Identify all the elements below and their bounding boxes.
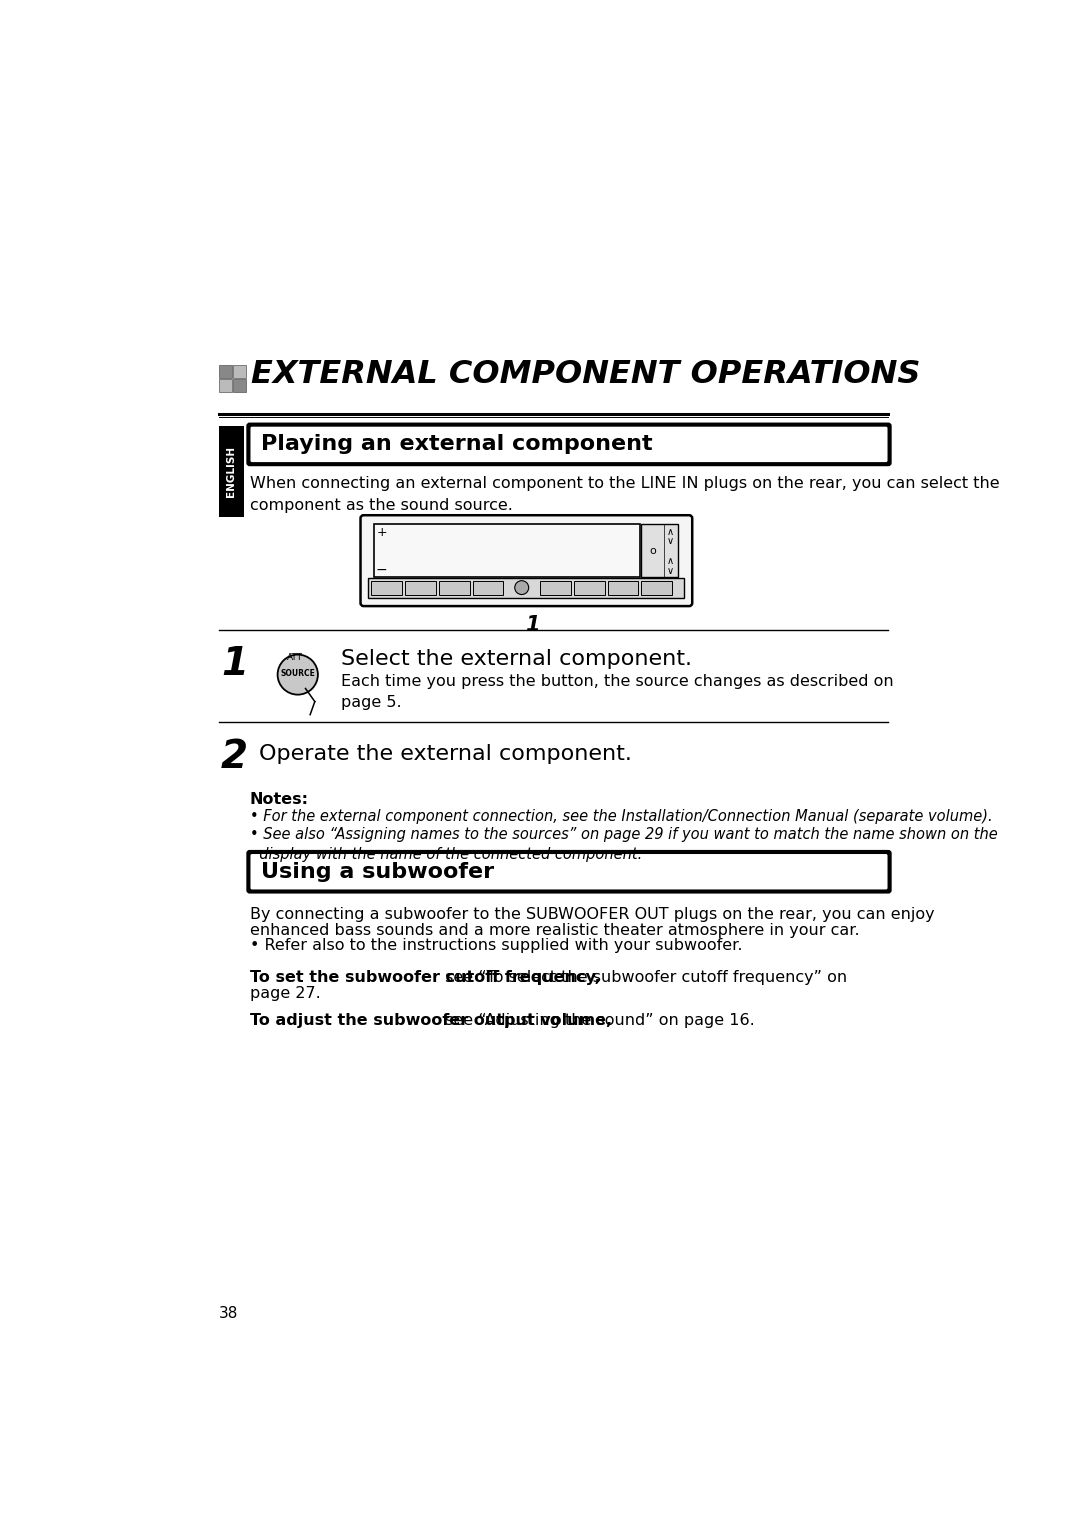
Text: EXTERNAL COMPONENT OPERATIONS: EXTERNAL COMPONENT OPERATIONS bbox=[252, 359, 920, 391]
Text: Select the external component.: Select the external component. bbox=[341, 649, 692, 669]
Text: o: o bbox=[649, 545, 656, 556]
Bar bbox=[368, 578, 685, 597]
Bar bbox=[372, 581, 402, 594]
Text: 1: 1 bbox=[221, 645, 248, 683]
Text: Operate the external component.: Operate the external component. bbox=[259, 744, 632, 764]
Text: +: + bbox=[376, 527, 387, 539]
Bar bbox=[218, 426, 243, 516]
Bar bbox=[540, 581, 571, 594]
Text: 1: 1 bbox=[525, 614, 540, 634]
Circle shape bbox=[515, 581, 529, 594]
Text: To adjust the subwoofer output volume,: To adjust the subwoofer output volume, bbox=[249, 1013, 612, 1028]
Text: 2: 2 bbox=[221, 738, 248, 776]
Text: −: − bbox=[376, 562, 388, 578]
FancyBboxPatch shape bbox=[247, 423, 891, 465]
Text: ∨: ∨ bbox=[667, 536, 674, 547]
Text: ENGLISH: ENGLISH bbox=[226, 446, 237, 497]
FancyBboxPatch shape bbox=[247, 851, 891, 892]
Bar bbox=[232, 379, 246, 393]
Bar bbox=[642, 524, 678, 578]
Bar bbox=[642, 581, 672, 594]
Bar bbox=[438, 581, 470, 594]
FancyBboxPatch shape bbox=[251, 854, 888, 889]
Text: Notes:: Notes: bbox=[249, 792, 309, 807]
Circle shape bbox=[278, 654, 318, 695]
Text: • Refer also to the instructions supplied with your subwoofer.: • Refer also to the instructions supplie… bbox=[249, 938, 742, 953]
FancyBboxPatch shape bbox=[361, 515, 692, 607]
Text: Playing an external component: Playing an external component bbox=[260, 434, 652, 454]
Text: ATT: ATT bbox=[287, 652, 302, 662]
Bar bbox=[608, 581, 638, 594]
Text: see “Adjusting the sound” on page 16.: see “Adjusting the sound” on page 16. bbox=[440, 1013, 755, 1028]
Text: SOURCE: SOURCE bbox=[281, 669, 315, 677]
Bar bbox=[232, 365, 246, 377]
Text: page 27.: page 27. bbox=[249, 986, 321, 1001]
Text: ∨: ∨ bbox=[667, 565, 674, 576]
Text: Using a subwoofer: Using a subwoofer bbox=[260, 862, 494, 882]
Bar bbox=[473, 581, 503, 594]
Bar bbox=[218, 379, 232, 393]
Text: 38: 38 bbox=[218, 1306, 238, 1322]
Text: ∧: ∧ bbox=[667, 556, 674, 567]
Bar bbox=[405, 581, 436, 594]
Text: • For the external component connection, see the Installation/Connection Manual : • For the external component connection,… bbox=[249, 808, 993, 824]
Bar bbox=[218, 365, 232, 377]
Bar bbox=[573, 581, 605, 594]
Text: enhanced bass sounds and a more realistic theater atmosphere in your car.: enhanced bass sounds and a more realisti… bbox=[249, 923, 860, 938]
Text: • See also “Assigning names to the sources” on page 29 if you want to match the : • See also “Assigning names to the sourc… bbox=[249, 827, 998, 862]
Text: see “To select the subwoofer cutoff frequency” on: see “To select the subwoofer cutoff freq… bbox=[440, 970, 847, 986]
Text: To set the subwoofer cutoff frequency,: To set the subwoofer cutoff frequency, bbox=[249, 970, 600, 986]
FancyBboxPatch shape bbox=[251, 426, 888, 461]
Text: When connecting an external component to the LINE IN plugs on the rear, you can : When connecting an external component to… bbox=[249, 475, 999, 512]
Text: Each time you press the button, the source changes as described on
page 5.: Each time you press the button, the sour… bbox=[341, 674, 894, 711]
Text: By connecting a subwoofer to the SUBWOOFER OUT plugs on the rear, you can enjoy: By connecting a subwoofer to the SUBWOOF… bbox=[249, 908, 934, 923]
Bar bbox=[375, 524, 639, 578]
Text: ∧: ∧ bbox=[667, 527, 674, 538]
